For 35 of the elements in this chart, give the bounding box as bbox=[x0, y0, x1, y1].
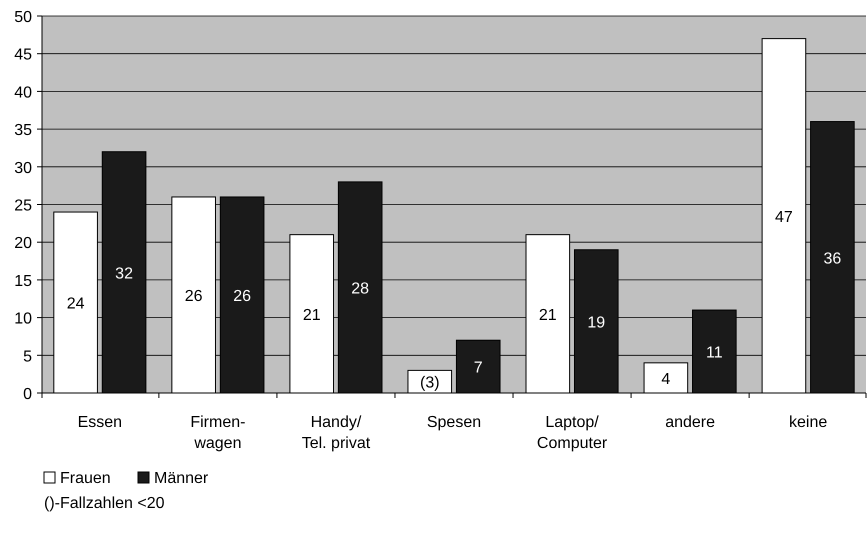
data-label: 11 bbox=[706, 344, 723, 362]
x-tick-label: Spesen bbox=[426, 414, 482, 431]
data-label: 26 bbox=[184, 288, 203, 305]
x-tick-label: Essen bbox=[78, 414, 122, 431]
y-tick-label: 25 bbox=[14, 198, 32, 214]
data-label: 28 bbox=[351, 280, 370, 298]
y-tick-label: 10 bbox=[14, 310, 32, 328]
data-label: 26 bbox=[233, 288, 252, 305]
legend-label: Männer bbox=[154, 470, 209, 487]
x-tick-label: keine bbox=[789, 414, 828, 431]
y-tick-label: 35 bbox=[14, 122, 32, 140]
text: ()-Fallzahlen <20 bbox=[44, 495, 165, 512]
y-tick-label: 20 bbox=[14, 235, 32, 252]
legend-label: Frauen bbox=[60, 470, 111, 487]
data-label: 21 bbox=[302, 306, 321, 324]
x-tick-label: Handy/ Tel. privat bbox=[302, 414, 371, 452]
x-tick-label: andere bbox=[665, 414, 716, 431]
y-tick-label: 40 bbox=[14, 84, 32, 102]
y-tick-label: 15 bbox=[14, 272, 32, 290]
y-tick-label: 50 bbox=[14, 9, 32, 26]
data-label: 36 bbox=[823, 250, 842, 268]
data-label: (3) bbox=[420, 374, 440, 392]
data-label: 19 bbox=[587, 314, 606, 332]
data-label: 4 bbox=[661, 370, 670, 388]
y-tick-label: 30 bbox=[14, 160, 32, 177]
y-tick-label: 45 bbox=[14, 46, 32, 64]
data-label: 7 bbox=[474, 360, 483, 377]
data-label: 47 bbox=[775, 208, 793, 226]
y-tick-label: 5 bbox=[23, 348, 32, 366]
data-label: 21 bbox=[538, 306, 557, 324]
y-tick-label: 0 bbox=[23, 386, 32, 403]
x-tick-label: Laptop/ Computer bbox=[536, 414, 608, 452]
x-tick-label: Firmen- wagen bbox=[190, 414, 246, 452]
data-label: 32 bbox=[115, 265, 134, 282]
data-label: 24 bbox=[66, 296, 85, 313]
